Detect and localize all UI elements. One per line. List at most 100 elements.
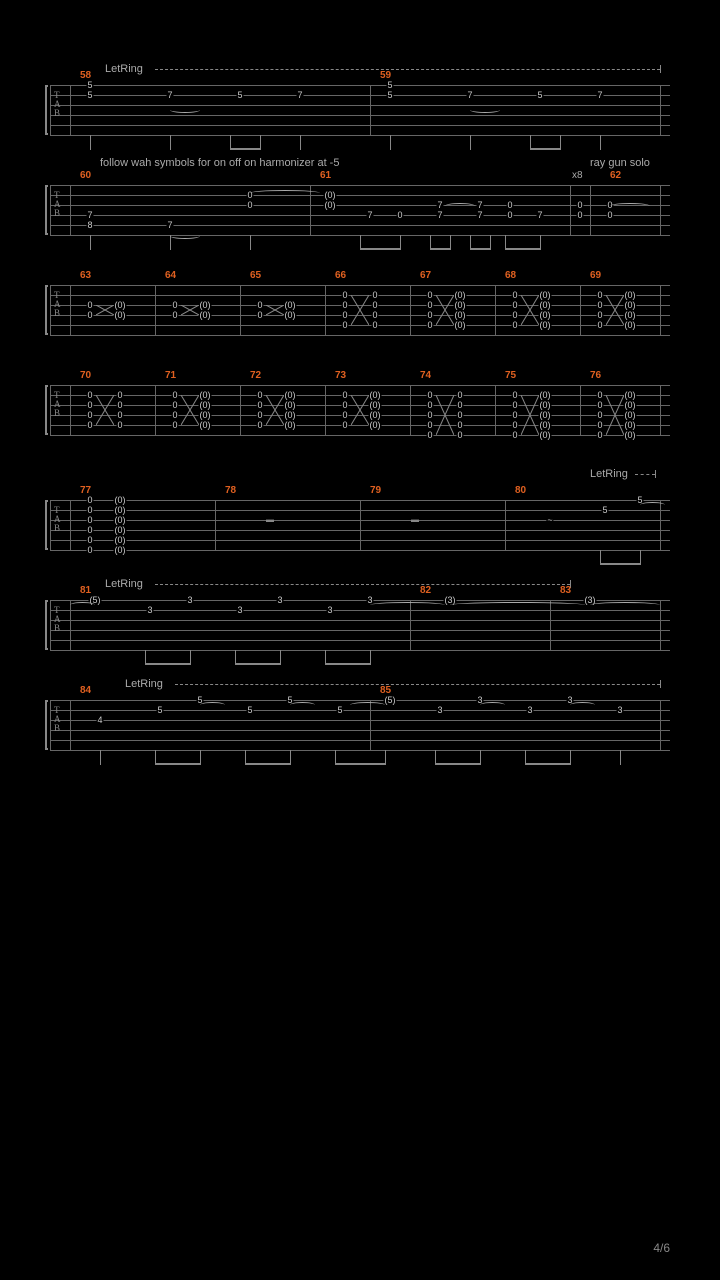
let-ring-line <box>155 69 660 70</box>
tie <box>640 502 665 508</box>
tab-note: 0 <box>426 291 433 300</box>
tab-note: (0) <box>284 391 297 400</box>
measure-number: 69 <box>590 270 601 281</box>
tab-note: 0 <box>511 391 518 400</box>
measure-number: 64 <box>165 270 176 281</box>
staff-bracket <box>45 85 48 135</box>
tab-note: 0 <box>256 411 263 420</box>
measure-number: 65 <box>250 270 261 281</box>
tab-note: 0 <box>371 311 378 320</box>
tab-note: (0) <box>369 421 382 430</box>
tab-note: (0) <box>199 401 212 410</box>
tab-note: 7 <box>596 91 603 100</box>
tie <box>470 107 500 113</box>
tab-note: 0 <box>86 516 93 525</box>
tab-note: (0) <box>539 321 552 330</box>
tab-note: 7 <box>536 211 543 220</box>
repeat-count: x8 <box>572 170 583 181</box>
tab-note: 0 <box>86 311 93 320</box>
tab-note: 7 <box>166 221 173 230</box>
tab-clef: TAB <box>54 506 61 533</box>
tab-clef: TAB <box>54 91 61 118</box>
tab-note: 0 <box>511 421 518 430</box>
measure-number: 70 <box>80 370 91 381</box>
tab-note: 0 <box>426 411 433 420</box>
tie <box>70 602 95 608</box>
tab-note: (0) <box>539 301 552 310</box>
tab-note: 0 <box>426 311 433 320</box>
tab-note: 3 <box>616 706 623 715</box>
tab-note: 0 <box>256 391 263 400</box>
tab-note: (0) <box>539 431 552 440</box>
staff-bracket <box>45 600 48 650</box>
tab-note: (0) <box>199 301 212 310</box>
tab-note: 0 <box>256 421 263 430</box>
tab-note: 0 <box>86 496 93 505</box>
tab-note: 3 <box>276 596 283 605</box>
tie <box>290 702 315 708</box>
tab-note: (0) <box>114 516 127 525</box>
tab-clef: TAB <box>54 391 61 418</box>
tab-note: 0 <box>341 291 348 300</box>
tab-note: 0 <box>506 211 513 220</box>
tab-note: (0) <box>199 311 212 320</box>
tab-note: 0 <box>171 301 178 310</box>
tab-note: (0) <box>539 311 552 320</box>
tab-note: 5 <box>86 91 93 100</box>
tab-note: (5) <box>384 696 397 705</box>
measure-number: 78 <box>225 485 236 496</box>
tab-note: 0 <box>576 201 583 210</box>
tab-note: 0 <box>426 401 433 410</box>
tab-staff: TAB818283(5)333333(3)(3) <box>50 600 670 650</box>
tie <box>570 702 595 708</box>
tab-note: 7 <box>166 91 173 100</box>
tab-note: (0) <box>624 411 637 420</box>
tab-note: (0) <box>454 291 467 300</box>
tab-note: (0) <box>369 411 382 420</box>
tab-note: (0) <box>284 421 297 430</box>
tab-note: 0 <box>371 321 378 330</box>
tab-note: 5 <box>246 706 253 715</box>
annotation-text: ray gun solo <box>590 157 650 169</box>
tab-clef: TAB <box>54 706 61 733</box>
tab-note: 0 <box>456 421 463 430</box>
tab-note: (0) <box>114 311 127 320</box>
rest: ▬ <box>411 515 419 524</box>
tab-staff: TAB6364656667686900(0)(0)00(0)(0)00(0)(0… <box>50 285 670 335</box>
tab-note: 4 <box>96 716 103 725</box>
tab-note: 5 <box>236 91 243 100</box>
tab-note: (0) <box>199 391 212 400</box>
tab-note: 5 <box>601 506 608 515</box>
tab-note: 7 <box>436 201 443 210</box>
tab-note: 7 <box>296 91 303 100</box>
staff-bracket <box>45 285 48 335</box>
tab-note: 0 <box>171 411 178 420</box>
tab-staff: TAB70717273747576000000000000(0)(0)(0)(0… <box>50 385 670 435</box>
tab-note: 5 <box>386 91 393 100</box>
staff-bracket <box>45 500 48 550</box>
tab-note: 0 <box>426 431 433 440</box>
tab-note: 0 <box>576 211 583 220</box>
tab-note: 5 <box>536 91 543 100</box>
annotation-text: follow wah symbols for on off on harmoni… <box>100 157 339 169</box>
measure-number: 73 <box>335 370 346 381</box>
let-ring-label: LetRing <box>590 468 628 480</box>
measure-number: 71 <box>165 370 176 381</box>
tie <box>350 702 385 708</box>
tab-note: 0 <box>86 536 93 545</box>
tab-note: (0) <box>114 536 127 545</box>
tab-note: 0 <box>116 391 123 400</box>
tab-note: (0) <box>624 401 637 410</box>
tab-note: 0 <box>116 421 123 430</box>
let-ring-line <box>155 584 570 585</box>
tab-staff: TAB58595575755757 <box>50 85 670 135</box>
tab-note: (0) <box>114 526 127 535</box>
tab-note: 5 <box>156 706 163 715</box>
tab-note: 8 <box>86 221 93 230</box>
tab-note: 0 <box>596 291 603 300</box>
tab-note: 0 <box>596 391 603 400</box>
measure-number: 66 <box>335 270 346 281</box>
staff-bracket <box>45 185 48 235</box>
tab-note: (0) <box>284 411 297 420</box>
tab-note: 7 <box>476 211 483 220</box>
